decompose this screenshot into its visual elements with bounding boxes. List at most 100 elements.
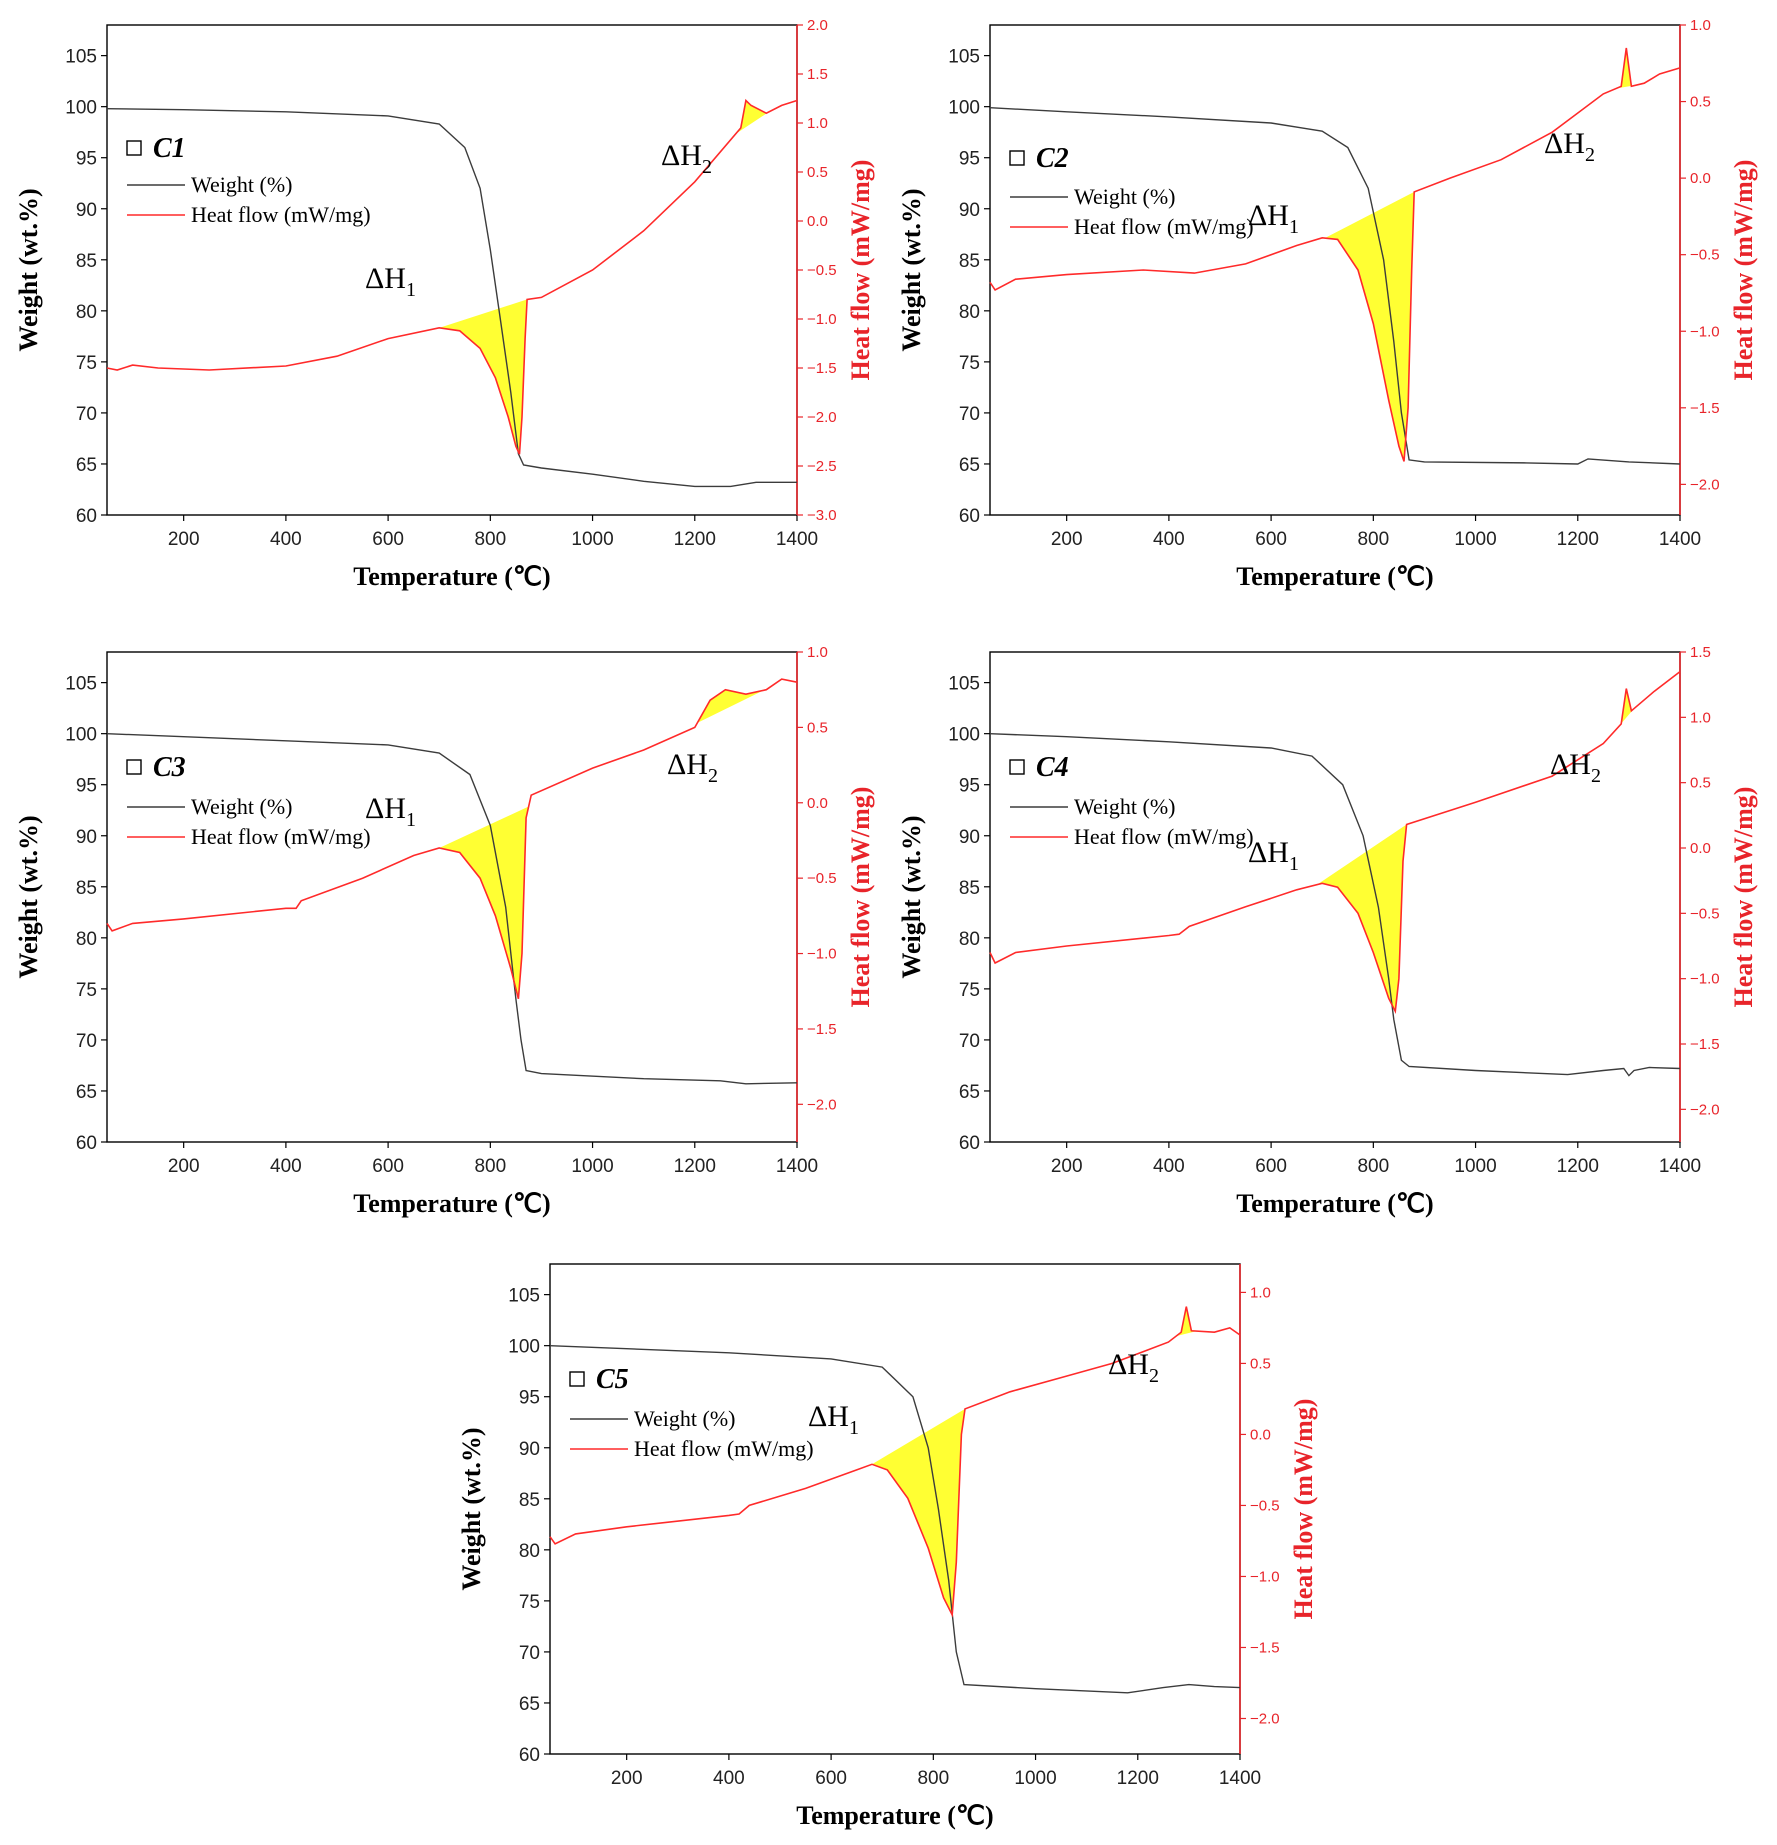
y-right-tick-label: 1.0 (807, 115, 828, 132)
dh2-shaded-area (1616, 688, 1634, 730)
x-tick-label: 1200 (674, 529, 716, 550)
y-left-tick-label: 105 (948, 47, 980, 68)
y-right-tick-label: 1.0 (1690, 709, 1711, 726)
y-right-tick-label: −2.0 (807, 1096, 837, 1113)
dh2-label: ΔH2 (661, 139, 712, 178)
dh2-shaded-area (1616, 47, 1637, 89)
x-tick-label: 600 (1255, 529, 1287, 550)
y-right-tick-label: −1.5 (807, 1021, 837, 1038)
y-right-tick-label: 0.0 (1690, 170, 1711, 187)
y-right-tick-label: −1.0 (1690, 323, 1720, 340)
y-left-axis-title: Weight (wt.%) (897, 815, 926, 978)
y-left-tick-label: 60 (76, 1133, 97, 1154)
y-right-tick-label: −0.5 (1250, 1497, 1280, 1514)
y-right-tick-label: −0.5 (807, 262, 837, 279)
chart-panel-C4: 200 400 600 800 1000 1200 1400 60 65 70 75 80 85 90 95… (897, 644, 1758, 1218)
panel-label: C5 (596, 1364, 629, 1395)
y-left-tick-label: 70 (76, 404, 97, 425)
y-right-axis-title: Heat flow (mW/mg) (1289, 1399, 1318, 1620)
y-left-tick-label: 70 (76, 1031, 97, 1052)
y-left-tick-label: 60 (959, 1133, 980, 1154)
dh2-shaded-area (1176, 1306, 1197, 1337)
y-right-tick-label: −2.5 (807, 458, 837, 475)
y-left-tick-label: 90 (959, 827, 980, 848)
y-right-tick-label: −1.5 (807, 360, 837, 377)
weight-series-line (549, 1345, 1241, 1694)
y-left-tick-label: 85 (519, 1490, 540, 1511)
x-tick-label: 800 (1357, 1156, 1389, 1177)
chart-panel-C1: 200 400 600 800 1000 1200 1400 60 65 70 75 80 85 90 95… (14, 17, 875, 591)
x-tick-label: 600 (372, 529, 404, 550)
y-right-axis-title: Heat flow (mW/mg) (846, 160, 875, 381)
y-left-tick-label: 65 (959, 1082, 980, 1103)
x-tick-label: 1000 (1454, 529, 1496, 550)
dh2-shaded-area (735, 100, 769, 134)
y-left-tick-label: 75 (519, 1592, 540, 1613)
y-right-tick-label: −2.0 (807, 409, 837, 426)
y-right-tick-label: 0.0 (807, 213, 828, 230)
dh1-shaded-area (439, 299, 528, 455)
x-axis-title: Temperature (℃) (1236, 562, 1433, 591)
y-left-tick-label: 100 (65, 725, 97, 746)
y-left-tick-label: 70 (959, 404, 980, 425)
y-left-axis-title: Weight (wt.%) (457, 1427, 486, 1590)
dh1-shaded-area (439, 806, 529, 999)
heat-flow-series-line (989, 47, 1681, 462)
x-tick-label: 1400 (1659, 529, 1701, 550)
plot-frame (106, 24, 798, 516)
y-right-tick-label: −0.5 (1690, 905, 1720, 922)
chart-panel-C3: 200 400 600 800 1000 1200 1400 60 65 70 75 80 85 90 95… (14, 644, 875, 1218)
y-left-tick-label: 90 (76, 200, 97, 221)
y-left-tick-label: 105 (65, 674, 97, 695)
x-tick-label: 1200 (1557, 1156, 1599, 1177)
x-tick-label: 200 (168, 529, 200, 550)
y-right-tick-label: 1.5 (1690, 644, 1711, 661)
y-right-tick-label: −1.0 (1250, 1568, 1280, 1585)
legend-weight-label: Weight (%) (191, 794, 292, 819)
x-tick-label: 1400 (1659, 1156, 1701, 1177)
x-tick-label: 1200 (1557, 529, 1599, 550)
y-right-tick-label: −1.0 (807, 946, 837, 963)
y-left-tick-label: 105 (65, 47, 97, 68)
y-left-tick-label: 100 (65, 98, 97, 119)
heat-flow-series-line (106, 678, 798, 999)
legend-weight-label: Weight (%) (634, 1406, 735, 1431)
x-tick-label: 800 (917, 1768, 949, 1789)
y-right-tick-label: 0.5 (807, 164, 828, 181)
y-left-tick-label: 100 (508, 1337, 540, 1358)
x-tick-label: 200 (1051, 529, 1083, 550)
panel-label: C3 (153, 752, 186, 783)
x-axis-title: Temperature (℃) (796, 1801, 993, 1830)
dh2-label: ΔH2 (667, 748, 718, 787)
x-tick-label: 1200 (1117, 1768, 1159, 1789)
y-right-tick-label: 0.0 (807, 795, 828, 812)
x-tick-label: 200 (1051, 1156, 1083, 1177)
x-tick-label: 1400 (776, 529, 818, 550)
y-right-tick-label: −2.0 (1250, 1710, 1280, 1727)
y-left-tick-label: 75 (76, 353, 97, 374)
y-right-tick-label: −0.5 (1690, 247, 1720, 264)
plot-frame (989, 24, 1681, 516)
legend-weight-label: Weight (%) (1074, 794, 1175, 819)
y-left-tick-label: 65 (76, 1082, 97, 1103)
y-left-tick-label: 65 (76, 455, 97, 476)
dh2-label: ΔH2 (1544, 127, 1595, 166)
panel-label: C1 (153, 133, 186, 164)
dh2-label: ΔH2 (1550, 748, 1601, 787)
y-left-tick-label: 80 (959, 929, 980, 950)
panel-label-square-icon (569, 1371, 585, 1387)
dh1-shaded-area (1324, 191, 1415, 462)
dh1-label: ΔH1 (365, 262, 416, 301)
y-right-tick-label: 1.0 (807, 644, 828, 661)
y-left-tick-label: 90 (76, 827, 97, 848)
y-left-tick-label: 85 (76, 251, 97, 272)
y-left-axis-title: Weight (wt.%) (897, 188, 926, 351)
y-left-tick-label: 90 (519, 1439, 540, 1460)
y-right-tick-label: −1.0 (807, 311, 837, 328)
y-left-tick-label: 80 (519, 1541, 540, 1562)
y-right-tick-label: 0.5 (807, 719, 828, 736)
y-left-tick-label: 95 (959, 776, 980, 797)
plot-frame (106, 651, 798, 1143)
y-right-axis-title: Heat flow (mW/mg) (1729, 160, 1758, 381)
